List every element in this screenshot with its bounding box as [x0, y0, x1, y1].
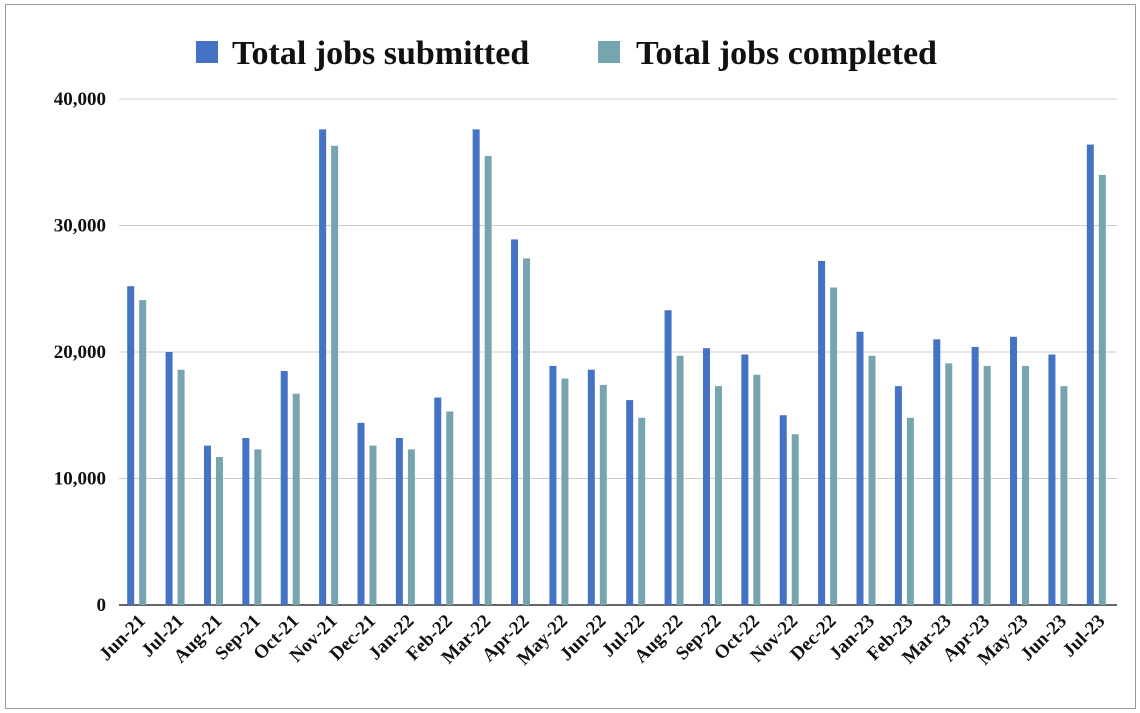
x-axis-ticks: Jun-21Jul-21Aug-21Sep-21Oct-21Nov-21Dec-… — [95, 611, 1109, 670]
legend-label-submitted: Total jobs submitted — [232, 35, 529, 72]
legend-label-completed: Total jobs completed — [636, 35, 937, 72]
bar-submitted-Sep-22 — [702, 348, 710, 605]
bar-completed-Mar-22 — [484, 155, 492, 606]
bar-submitted-Jul-23 — [1086, 144, 1094, 606]
bar-submitted-Sep-21 — [242, 438, 250, 605]
bar-submitted-Apr-22 — [511, 239, 519, 606]
bar-completed-Apr-23 — [983, 365, 991, 605]
bar-submitted-Jul-22 — [626, 400, 634, 605]
bar-submitted-Dec-21 — [357, 422, 365, 605]
bar-completed-Nov-21 — [331, 145, 339, 605]
bar-submitted-Aug-21 — [203, 445, 211, 605]
bar-completed-Jul-23 — [1098, 174, 1106, 605]
bar-submitted-Jun-21 — [127, 286, 135, 605]
bar-completed-Apr-22 — [523, 258, 531, 605]
bar-series — [127, 129, 1106, 606]
bar-submitted-Oct-21 — [280, 370, 288, 605]
bar-submitted-Jan-23 — [856, 331, 864, 605]
bar-completed-Aug-22 — [676, 355, 684, 605]
x-tick-label: Jun-21 — [95, 611, 149, 665]
bar-submitted-May-23 — [1010, 336, 1018, 605]
bar-completed-May-22 — [561, 378, 569, 605]
bar-submitted-Jun-23 — [1048, 354, 1056, 605]
bar-submitted-Oct-22 — [741, 354, 749, 605]
bar-submitted-Feb-23 — [894, 386, 902, 605]
bar-completed-Jun-21 — [139, 300, 147, 605]
y-tick-label: 40,000 — [54, 89, 106, 110]
y-tick-label: 30,000 — [54, 216, 106, 237]
bar-submitted-Jun-22 — [587, 369, 595, 605]
y-tick-label: 0 — [97, 595, 107, 616]
bar-submitted-Nov-22 — [779, 415, 787, 605]
bar-completed-Jan-23 — [868, 355, 876, 605]
bar-completed-Dec-22 — [830, 287, 838, 605]
bar-completed-Oct-21 — [292, 393, 300, 605]
bar-completed-Mar-23 — [945, 363, 953, 605]
bar-submitted-May-22 — [549, 365, 557, 605]
bar-submitted-Dec-22 — [818, 260, 826, 605]
bar-completed-Jul-22 — [638, 417, 646, 605]
x-tick-label: Jul-23 — [1059, 611, 1110, 662]
bar-submitted-Feb-22 — [434, 397, 442, 605]
bar-submitted-Mar-22 — [472, 129, 480, 606]
bar-submitted-Apr-23 — [971, 346, 979, 605]
bar-submitted-Jul-21 — [165, 352, 173, 605]
bar-submitted-Mar-23 — [933, 339, 941, 605]
legend-swatch-submitted — [196, 41, 218, 63]
bar-completed-Nov-22 — [791, 434, 799, 605]
gridlines — [119, 98, 1117, 606]
legend-swatch-completed — [598, 41, 620, 63]
bar-completed-Sep-22 — [714, 386, 722, 605]
bar-completed-Jun-23 — [1060, 386, 1068, 605]
legend: Total jobs submitted Total jobs complete… — [196, 35, 937, 72]
bar-submitted-Aug-22 — [664, 310, 672, 605]
bar-completed-Feb-22 — [446, 411, 454, 605]
bar-submitted-Jan-22 — [395, 438, 403, 605]
bar-completed-Jun-22 — [599, 384, 607, 605]
y-tick-label: 10,000 — [54, 469, 106, 490]
bar-submitted-Nov-21 — [319, 129, 327, 606]
bar-completed-Feb-23 — [906, 417, 914, 605]
y-tick-label: 20,000 — [54, 342, 106, 363]
bar-completed-Jul-21 — [177, 369, 185, 605]
bar-completed-Dec-21 — [369, 445, 377, 605]
bar-completed-Oct-22 — [753, 374, 761, 605]
bar-completed-May-23 — [1022, 365, 1030, 605]
bar-completed-Sep-21 — [254, 449, 262, 605]
y-axis-ticks: 0 10,000 20,000 30,000 40,000 — [54, 89, 106, 616]
bar-completed-Jan-22 — [407, 449, 415, 605]
bar-completed-Aug-21 — [215, 456, 223, 605]
